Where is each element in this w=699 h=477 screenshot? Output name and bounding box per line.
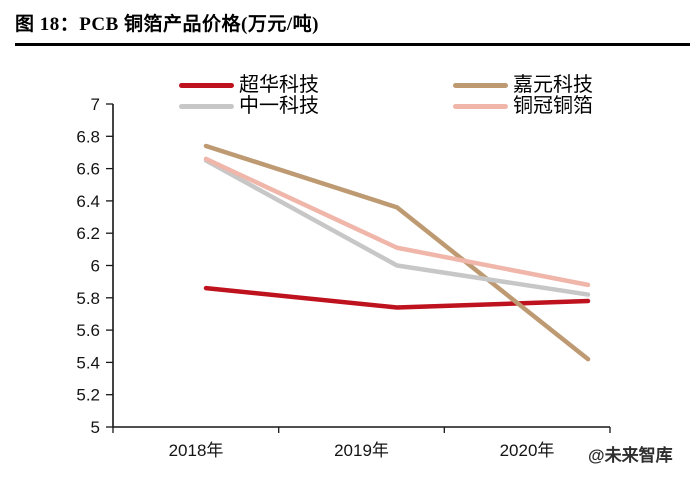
y-axis-label: 6.4 <box>76 192 100 211</box>
y-axis-label: 5.2 <box>76 386 100 405</box>
y-axis-label: 6.2 <box>76 224 100 243</box>
y-axis-label: 6.6 <box>76 160 100 179</box>
legend-item: 超华科技 <box>179 75 319 96</box>
y-axis-label: 5.4 <box>76 353 100 372</box>
series-line-超华科技 <box>203 285 591 310</box>
legend-swatch-icon <box>179 83 234 88</box>
legend-label: 中一科技 <box>239 95 319 117</box>
legend-swatch-icon <box>179 104 234 109</box>
series-line-铜冠铜箔 <box>203 156 591 288</box>
y-axis-label: 6.8 <box>76 127 100 146</box>
x-axis-label: 2019年 <box>334 441 389 460</box>
watermark: @未来智库 <box>588 446 673 465</box>
y-axis-label: 6 <box>91 257 100 276</box>
y-axis-label: 5 <box>91 418 100 437</box>
legend-item: 铜冠铜箔 <box>453 96 593 117</box>
y-axis-label: 7 <box>91 95 100 114</box>
series-line-嘉元科技 <box>203 143 591 362</box>
series-line-中一科技 <box>203 158 591 297</box>
legend-label: 铜冠铜箔 <box>513 95 593 117</box>
chart-legend: 超华科技 嘉元科技中一科技 铜冠铜箔 <box>179 75 593 117</box>
y-axis-label: 5.8 <box>76 289 100 308</box>
legend-swatch-icon <box>453 83 508 88</box>
figure-title: 图 18：PCB 铜箔产品价格(万元/吨) <box>15 14 319 35</box>
legend-item: 嘉元科技 <box>453 75 593 96</box>
legend-label: 嘉元科技 <box>513 74 593 96</box>
x-axis-label: 2020年 <box>500 441 555 460</box>
legend-label: 超华科技 <box>239 74 319 96</box>
legend-swatch-icon <box>453 104 508 109</box>
title-divider <box>15 43 690 46</box>
legend-item: 中一科技 <box>179 96 319 117</box>
y-axis-label: 5.6 <box>76 321 100 340</box>
x-axis-label: 2018年 <box>169 441 224 460</box>
